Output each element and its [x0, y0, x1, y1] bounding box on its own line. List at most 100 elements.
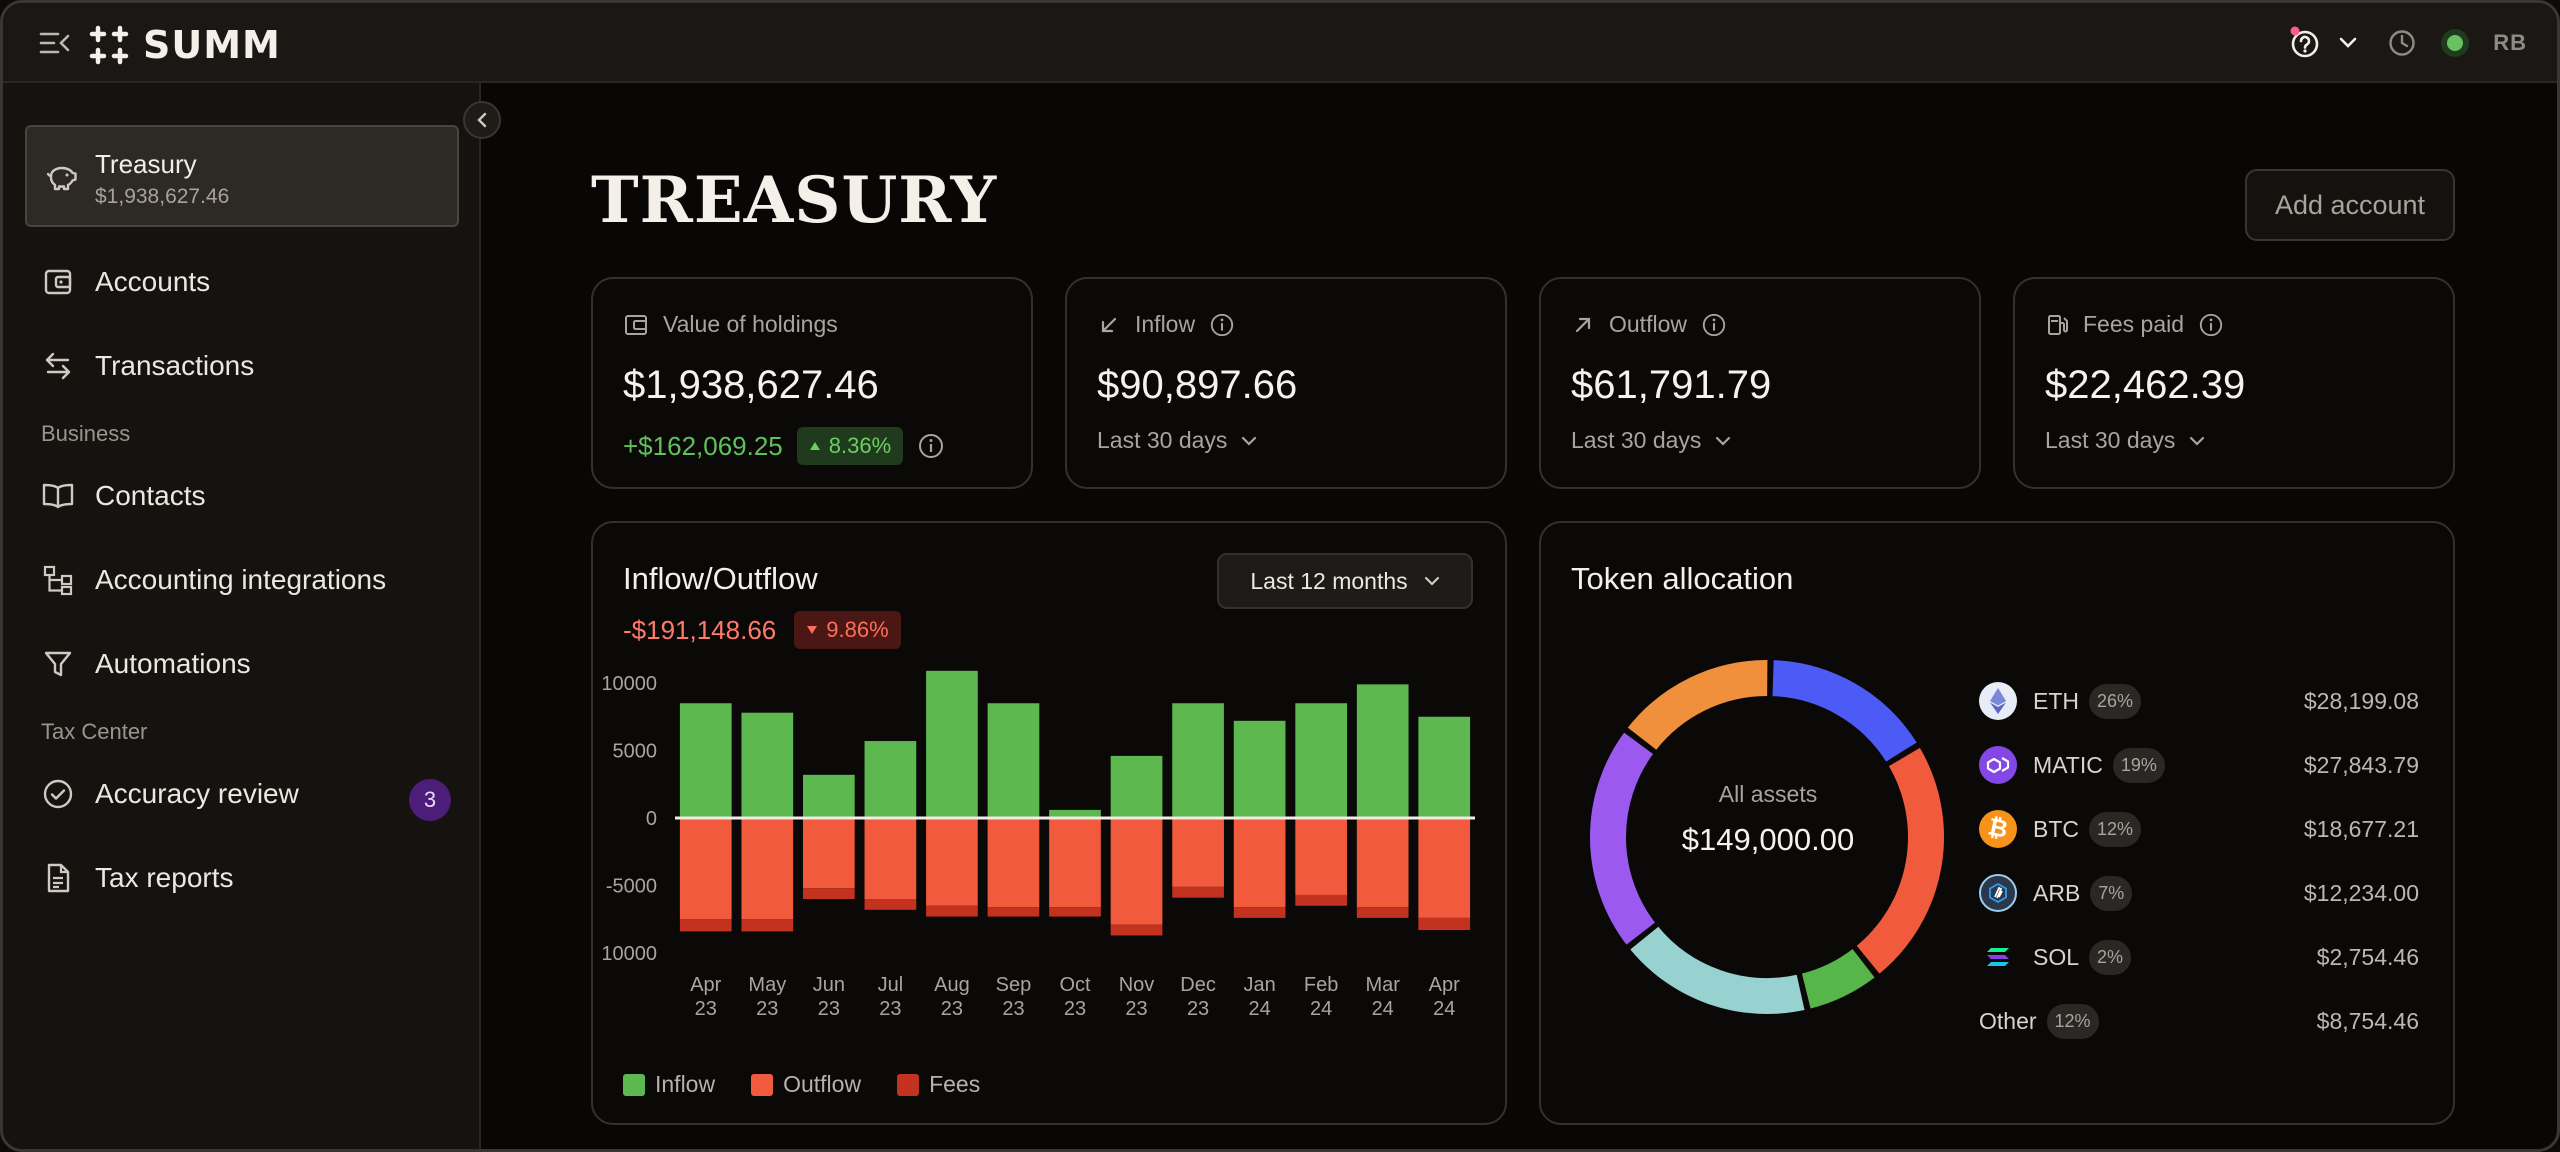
arrow-up-right-icon	[1575, 317, 1591, 332]
bar-inflow[interactable]	[987, 703, 1040, 818]
sidebar-item-contacts[interactable]: Contacts	[41, 479, 206, 513]
token-row-eth[interactable]: ETH 26% $28,199.08	[1979, 679, 2419, 723]
y-tick-label: 5000	[613, 741, 658, 763]
bar-inflow[interactable]	[1233, 720, 1286, 818]
bar-inflow[interactable]	[1110, 755, 1163, 818]
donut-slice-matic[interactable]	[1853, 745, 1946, 977]
bar-inflow[interactable]	[926, 670, 978, 818]
sidebar-collapse-button[interactable]	[463, 101, 501, 139]
bar-fees[interactable]	[1172, 886, 1224, 898]
bar-fees[interactable]	[1418, 917, 1471, 931]
bar-fees[interactable]	[803, 888, 855, 899]
outflow-period-select[interactable]: Last 30 days	[1571, 427, 1731, 454]
x-tick-label: Jul	[878, 974, 904, 996]
bar-inflow[interactable]	[1049, 809, 1101, 818]
sidebar-item-label: Accuracy review	[95, 778, 299, 809]
sidebar-item-tax-reports[interactable]: Tax reports	[41, 861, 234, 895]
token-pct: 7%	[2090, 875, 2133, 911]
bar-fees[interactable]	[926, 905, 978, 917]
info-icon[interactable]	[1701, 312, 1727, 338]
token-value: $18,677.21	[2303, 815, 2419, 842]
brand-logo[interactable]: SUMM	[89, 23, 281, 67]
bar-inflow[interactable]	[741, 712, 794, 818]
bar-inflow[interactable]	[864, 741, 917, 818]
sidebar-item-accounting-integrations[interactable]: Accounting integrations	[41, 563, 386, 597]
bar-fees[interactable]	[1295, 894, 1347, 906]
donut-slice-other[interactable]	[1625, 658, 1770, 753]
chevron-down-icon	[1242, 436, 1257, 446]
bar-outflow[interactable]	[926, 818, 978, 906]
bar-outflow[interactable]	[1233, 818, 1286, 908]
token-row-arb[interactable]: ARB 7% $12,234.00	[1979, 871, 2419, 915]
donut-slice-sol[interactable]	[1588, 729, 1658, 948]
bar-outflow[interactable]	[803, 818, 855, 889]
token-allocation-title: Token allocation	[1571, 561, 1794, 596]
range-select[interactable]: Last 12 months	[1217, 553, 1473, 609]
sidebar-item-transactions[interactable]: Transactions	[41, 349, 254, 383]
transfer-arrows-icon	[45, 352, 71, 380]
bar-outflow[interactable]	[1418, 818, 1471, 918]
user-avatar[interactable]: RB	[2493, 30, 2527, 55]
caret-down-icon	[807, 626, 818, 634]
token-value: $2,754.46	[2316, 943, 2419, 970]
token-row-matic[interactable]: MATIC 19% $27,843.79	[1979, 743, 2419, 787]
bar-outflow[interactable]	[987, 818, 1040, 908]
token-pct: 12%	[2089, 811, 2142, 847]
bar-fees[interactable]	[987, 907, 1040, 917]
bar-fees[interactable]	[1049, 907, 1101, 917]
matic-icon	[1979, 746, 2017, 784]
bar-outflow[interactable]	[1110, 818, 1163, 925]
document-icon	[47, 863, 70, 893]
bar-fees[interactable]	[1356, 907, 1409, 918]
x-tick-label: 24	[1433, 998, 1455, 1020]
bar-inflow[interactable]	[1295, 703, 1347, 818]
info-icon[interactable]	[2198, 312, 2224, 338]
sidebar-item-accuracy-review[interactable]: Accuracy review	[41, 777, 299, 811]
inflow-period: Last 30 days	[1097, 427, 1228, 453]
x-tick-label: 23	[1125, 998, 1147, 1020]
sidebar-item-accounts[interactable]: Accounts	[41, 265, 210, 299]
wallet-icon	[44, 269, 72, 295]
bar-fees[interactable]	[679, 919, 732, 932]
donut-slice-btc[interactable]	[1799, 946, 1878, 1011]
bar-inflow[interactable]	[679, 703, 732, 818]
token-row-sol[interactable]: SOL 2% $2,754.46	[1979, 935, 2419, 979]
token-row-other[interactable]: Other 12% $8,754.46	[1979, 999, 2419, 1043]
bar-inflow[interactable]	[803, 774, 855, 818]
bar-outflow[interactable]	[1172, 818, 1224, 887]
bar-outflow[interactable]	[679, 818, 732, 920]
token-allocation-donut	[1588, 658, 1946, 1016]
x-tick-label: 23	[879, 998, 901, 1020]
bar-fees[interactable]	[1233, 907, 1286, 918]
bar-outflow[interactable]	[1356, 818, 1409, 908]
y-tick-label: -5000	[606, 876, 657, 898]
bar-inflow[interactable]	[1418, 716, 1471, 818]
bar-outflow[interactable]	[741, 818, 794, 920]
inflow-period-select[interactable]: Last 30 days	[1097, 427, 1257, 454]
legend-outflow-label: Outflow	[783, 1071, 862, 1097]
sidebar-item-automations[interactable]: Automations	[41, 647, 251, 681]
bar-fees[interactable]	[1110, 924, 1163, 936]
x-tick-label: 24	[1310, 998, 1332, 1020]
token-row-btc[interactable]: ₿ BTC 12% $18,677.21	[1979, 807, 2419, 851]
info-icon[interactable]	[917, 432, 945, 460]
help-menu-button[interactable]	[2289, 26, 2357, 60]
donut-slice-eth[interactable]	[1770, 658, 1920, 765]
history-icon[interactable]	[2387, 28, 2417, 58]
bar-outflow[interactable]	[1049, 818, 1101, 908]
menu-collapse-icon[interactable]	[39, 29, 71, 57]
filter-icon	[44, 651, 72, 677]
bar-inflow[interactable]	[1356, 684, 1409, 818]
add-account-button[interactable]: Add account	[2245, 169, 2455, 241]
bar-inflow[interactable]	[1172, 703, 1224, 818]
bar-outflow[interactable]	[1295, 818, 1347, 895]
sidebar-item-label: Accounts	[95, 266, 211, 297]
sidebar-item-label: Tax reports	[95, 862, 234, 893]
fees-period-select[interactable]: Last 30 days	[2045, 427, 2205, 454]
donut-slice-arb[interactable]	[1627, 923, 1807, 1016]
sidebar-item-treasury[interactable]: Treasury $1,938,627.46	[25, 125, 459, 227]
bar-fees[interactable]	[864, 899, 917, 910]
info-icon[interactable]	[1209, 312, 1235, 338]
bar-fees[interactable]	[741, 919, 794, 932]
bar-outflow[interactable]	[864, 818, 917, 899]
